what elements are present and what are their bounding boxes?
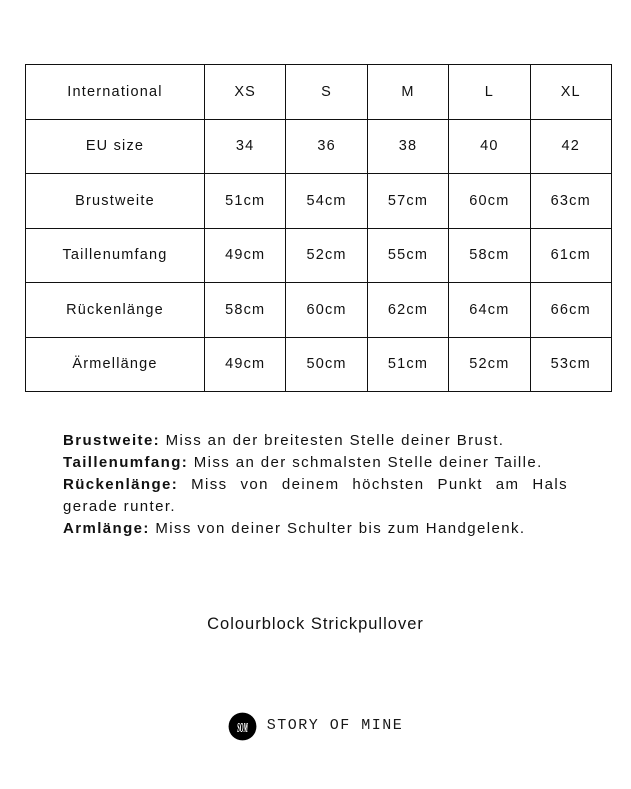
- svg-text:SOM: SOM: [237, 719, 248, 734]
